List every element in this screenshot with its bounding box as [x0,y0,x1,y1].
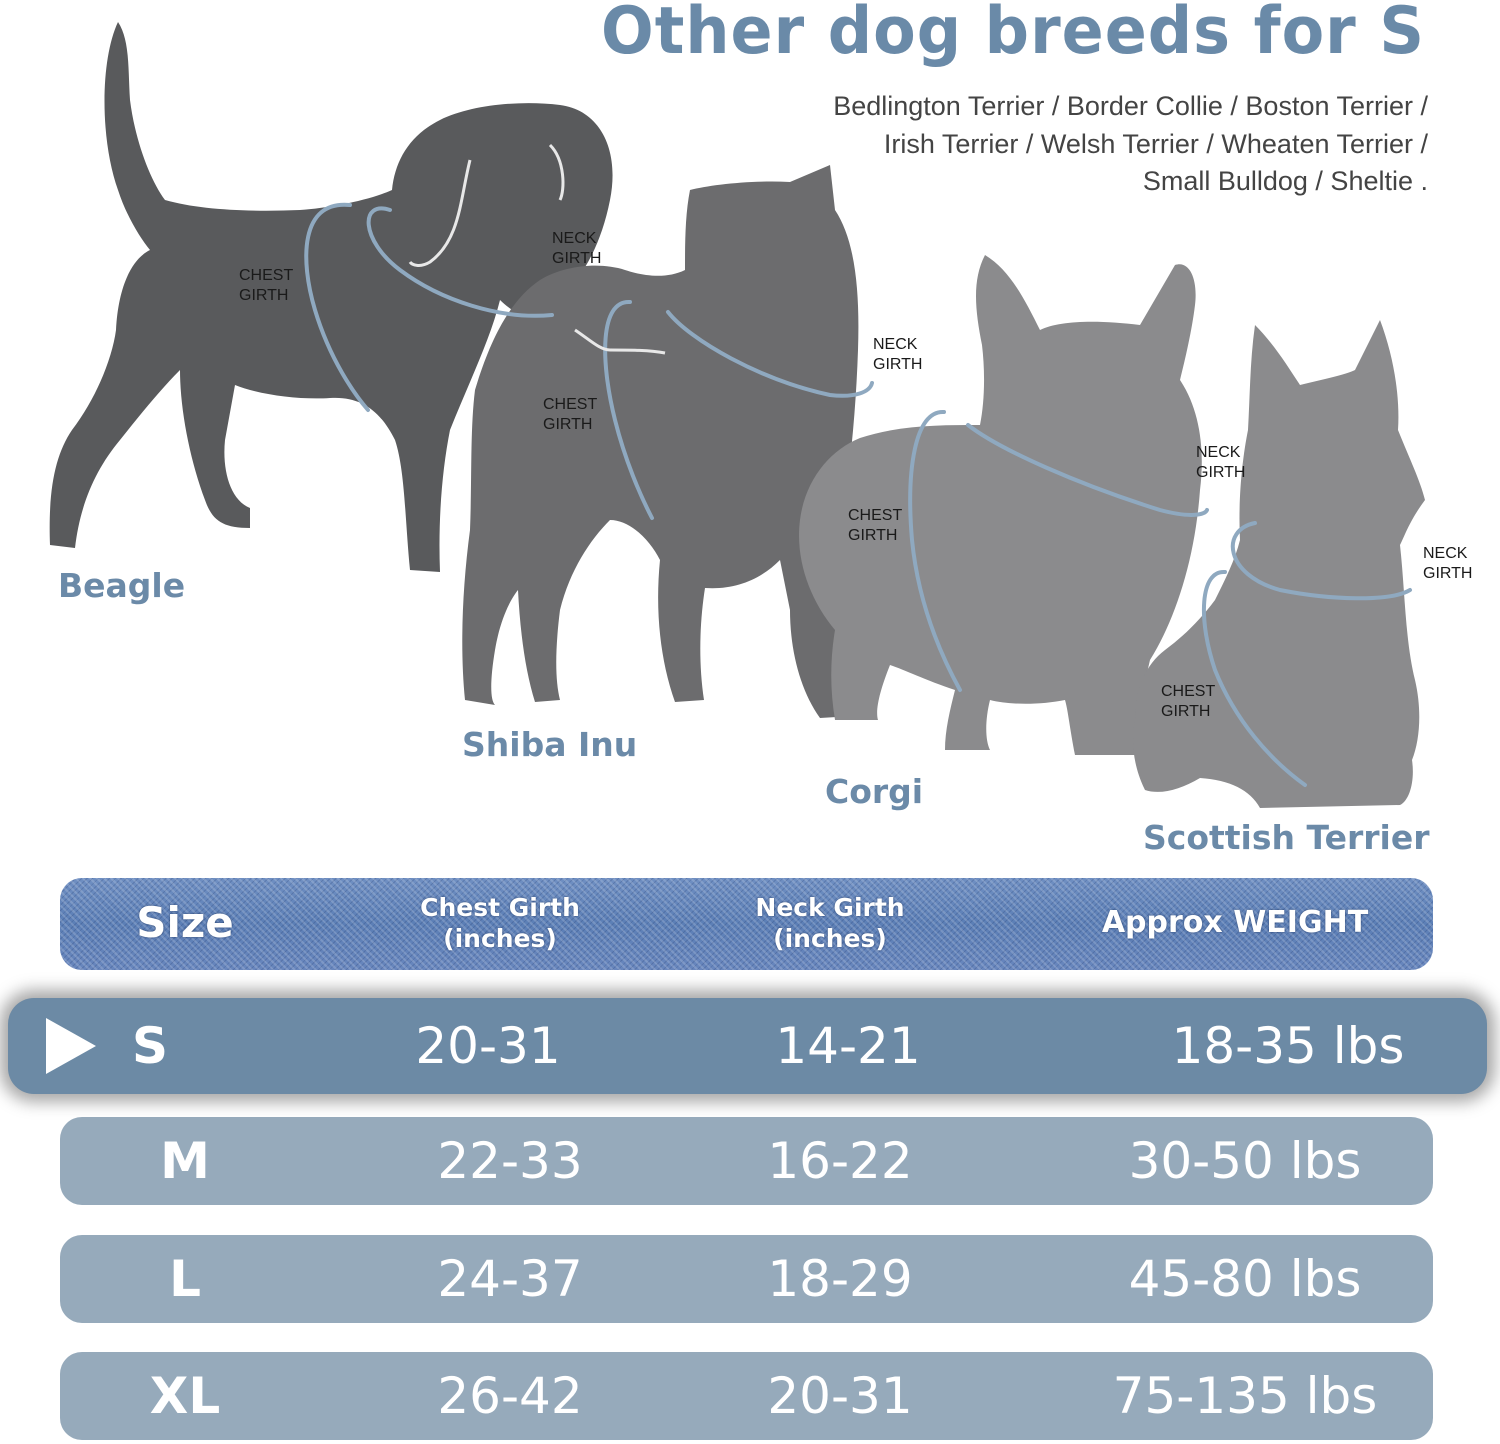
breed-label-corgi: Corgi [825,772,924,811]
header-size: Size [136,898,234,947]
beagle-neck-girth-label: NECK GIRTH [552,229,632,269]
label-line: GIRTH [543,416,593,433]
weight-value: 45-80 lbs [1128,1250,1362,1308]
corgi-neck-girth-label: NECK GIRTH [1196,443,1276,483]
size-label: L [169,1250,201,1308]
breed-list-line: Irish Terrier / Welsh Terrier / Wheaten … [883,128,1428,159]
breed-list-line: Small Bulldog / Sheltie . [1142,166,1428,196]
size-row-m[interactable]: M 22-33 16-22 30-50 lbs [60,1117,1433,1205]
page-title: Other dog breeds for S [601,0,1425,69]
label-line: NECK [1196,444,1241,461]
shiba-neck-girth-label: NECK GIRTH [873,335,953,375]
corgi-silhouette [799,255,1202,755]
size-label: XL [149,1367,221,1425]
label-line: GIRTH [239,287,289,304]
header-line: (inches) [773,924,887,953]
breed-label-scottish-terrier: Scottish Terrier [1143,818,1430,857]
size-table-header: Size Chest Girth (inches) Neck Girth (in… [60,878,1433,970]
neck-girth-value: 20-31 [767,1367,913,1425]
chest-girth-value: 24-37 [437,1250,583,1308]
beagle-chest-girth-label: CHEST GIRTH [239,266,319,306]
neck-girth-value: 18-29 [767,1250,913,1308]
beagle-silhouette [49,22,613,572]
label-line: CHEST [239,267,294,284]
other-breeds-list: Bedlington Terrier / Border Collie / Bos… [708,88,1428,201]
play-triangle-icon [46,1018,96,1074]
label-line: GIRTH [552,250,602,267]
header-neck-girth: Neck Girth (inches) [730,892,930,954]
chest-girth-value: 22-33 [437,1132,583,1190]
ear-outline-lines [408,143,666,355]
corgi-chest-girth-label: CHEST GIRTH [848,506,928,546]
label-line: NECK [1423,545,1468,562]
label-line: NECK [552,230,597,247]
shiba-inu-silhouette [462,165,870,718]
label-line: GIRTH [848,527,898,544]
header-line: (inches) [443,924,557,953]
breed-label-shiba-inu: Shiba Inu [462,725,638,764]
label-line: GIRTH [1161,703,1211,720]
header-chest-girth: Chest Girth (inches) [400,892,600,954]
scottish-chest-girth-label: CHEST GIRTH [1161,682,1241,722]
label-line: GIRTH [1196,464,1246,481]
label-line: GIRTH [873,356,923,373]
weight-value: 18-35 lbs [1171,1017,1405,1075]
scottish-neck-girth-label: NECK GIRTH [1423,544,1493,584]
header-approx-weight: Approx WEIGHT [1101,905,1369,940]
label-line: CHEST [848,507,903,524]
size-row-s[interactable]: S 20-31 14-21 18-35 lbs [8,998,1487,1094]
measurement-lines [304,202,1412,787]
header-line: Chest Girth [420,893,580,922]
chest-girth-value: 20-31 [415,1017,561,1075]
label-line: GIRTH [1423,565,1473,582]
neck-girth-value: 14-21 [775,1017,921,1075]
dog-silhouettes-illustration [49,22,1425,808]
size-row-xl[interactable]: XL 26-42 20-31 75-135 lbs [60,1352,1433,1440]
weight-value: 30-50 lbs [1128,1132,1362,1190]
breed-label-beagle: Beagle [58,566,186,605]
neck-girth-value: 16-22 [767,1132,913,1190]
chest-girth-value: 26-42 [437,1367,583,1425]
weight-value: 75-135 lbs [1112,1367,1378,1425]
size-label: S [131,1017,168,1075]
size-row-l[interactable]: L 24-37 18-29 45-80 lbs [60,1235,1433,1323]
label-line: CHEST [1161,683,1216,700]
label-line: NECK [873,336,918,353]
label-line: CHEST [543,396,598,413]
header-line: Neck Girth [755,893,905,922]
scottish-terrier-silhouette [1133,320,1425,808]
breed-list-line: Bedlington Terrier / Border Collie / Bos… [833,91,1428,121]
shiba-chest-girth-label: CHEST GIRTH [543,395,623,435]
size-label: M [160,1132,210,1190]
